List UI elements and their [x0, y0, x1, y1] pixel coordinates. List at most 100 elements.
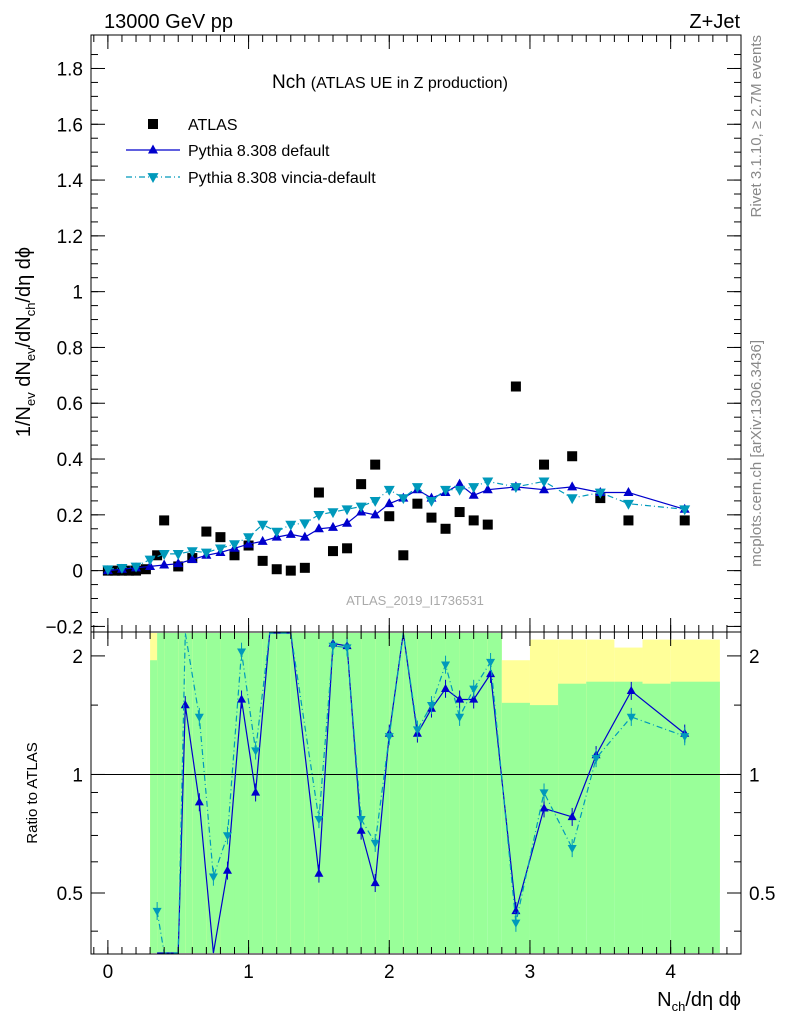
data-point	[623, 515, 634, 526]
ratio-band-green	[318, 633, 333, 953]
data-point	[539, 484, 550, 494]
ratio-tick-label: 0.5	[57, 884, 83, 905]
data-point	[229, 540, 241, 551]
ratio-band-green	[431, 633, 446, 953]
chart-title: Nch (ATLAS UE in Z production)	[272, 72, 508, 93]
data-point	[173, 558, 184, 568]
data-point	[623, 487, 634, 497]
y-tick-label: 0.2	[57, 506, 83, 527]
ratio-band-green	[234, 633, 249, 953]
ratio-point	[356, 816, 366, 825]
ratio-band-green	[347, 633, 362, 953]
data-point	[313, 523, 324, 533]
ratio-tick-label-right: 2	[749, 647, 760, 668]
ratio-point	[194, 713, 204, 722]
data-point	[201, 526, 212, 537]
data-point	[412, 498, 423, 509]
data-point	[510, 381, 521, 392]
x-tick-label: 4	[665, 962, 676, 983]
ratio-point	[237, 694, 247, 703]
legend-marker	[148, 119, 158, 129]
data-point	[679, 505, 691, 516]
ratio-band-green	[178, 633, 186, 953]
data-point	[538, 477, 550, 488]
data-point	[342, 517, 353, 527]
data-point	[370, 509, 381, 519]
legend-label: Pythia 8.308 vincia-default	[188, 170, 376, 187]
energy-label: 13000 GeV pp	[104, 11, 233, 33]
ratio-point	[455, 713, 465, 722]
ratio-point	[469, 694, 479, 703]
data-point	[123, 565, 134, 576]
ratio-band-green	[220, 633, 235, 953]
data-point	[102, 565, 114, 576]
main-panel: −0.2 0 0.2 0.4 0.6 0.8 1 1.2 1.4 1.6 1.8 Nch (ATLAS…	[13, 34, 742, 638]
main-data-layer	[102, 381, 691, 576]
ratio-band-green	[332, 633, 348, 953]
ratio-tick-label: 2	[72, 647, 83, 668]
data-point	[426, 512, 437, 523]
ratio-band-green	[487, 633, 502, 953]
y-tick-label: 0	[72, 562, 83, 583]
ratio-band-green	[473, 633, 488, 953]
y-axis-label: 1/Nev dNev/dNch/dη dϕ	[13, 247, 38, 437]
ratio-band-green	[262, 633, 277, 953]
ratio-point	[567, 844, 577, 854]
data-point	[341, 505, 353, 516]
legend-label: Pythia 8.308 default	[188, 143, 330, 160]
data-point	[299, 519, 311, 530]
y-label-a-sub: ev	[23, 392, 38, 406]
ratio-point	[486, 658, 496, 667]
data-point	[383, 485, 395, 496]
ratio-point	[222, 832, 232, 841]
data-point	[257, 555, 268, 566]
data-point	[285, 565, 296, 576]
x-label-b: /dη dϕ	[685, 989, 741, 1011]
y-tick-label: 1.2	[57, 227, 83, 248]
data-point	[567, 481, 578, 491]
data-point	[158, 550, 170, 560]
ratio-band-green	[375, 633, 390, 953]
data-point	[285, 528, 296, 538]
x-label-a: N	[657, 989, 671, 1011]
y-tick-label: 1.4	[57, 171, 84, 192]
source-label: mcplots.cern.ch [arXiv:1306.3436]	[748, 340, 765, 567]
ratio-point	[251, 747, 261, 756]
data-point	[567, 451, 578, 462]
ratio-band-green	[276, 633, 291, 953]
rivet-label: Rivet 3.1.10, ≥ 2.7M events	[748, 35, 765, 218]
ratio-point	[591, 755, 601, 764]
ratio-point	[342, 644, 352, 653]
chart-subtitle: (ATLAS UE in Z production)	[311, 75, 508, 92]
data-point	[384, 511, 395, 522]
y-label-d: /dη dϕ	[13, 247, 35, 303]
ratio-point	[222, 865, 232, 874]
ratio-band-green	[150, 660, 158, 953]
process-label: Z+Jet	[689, 11, 740, 33]
data-point	[342, 543, 353, 554]
data-point	[679, 515, 690, 526]
ratio-point	[314, 816, 324, 825]
ratio-axis-label: Ratio to ATLAS	[24, 742, 41, 843]
legend-marker	[148, 144, 158, 154]
data-point	[257, 535, 268, 545]
data-point	[172, 550, 184, 560]
y-tick-label: 0.8	[57, 338, 83, 359]
ratio-point	[441, 683, 451, 692]
ratio-point	[152, 907, 162, 916]
chart-title-main: Nch	[272, 72, 306, 93]
ratio-band-green	[192, 633, 207, 953]
data-point	[327, 521, 338, 531]
ratio-tick-label-right: 1	[749, 765, 760, 786]
analysis-id: ATLAS_2019_I1736531	[346, 593, 484, 608]
data-point	[454, 507, 465, 518]
y-tick-label: 1.6	[57, 115, 83, 136]
data-point	[398, 550, 409, 561]
data-point	[313, 487, 324, 498]
ratio-point	[370, 839, 380, 848]
ratio-tick-label: 1	[72, 765, 83, 786]
y-label-a: 1/N	[13, 406, 35, 437]
data-point	[152, 550, 163, 561]
data-point	[539, 459, 550, 470]
series-2	[102, 477, 691, 576]
